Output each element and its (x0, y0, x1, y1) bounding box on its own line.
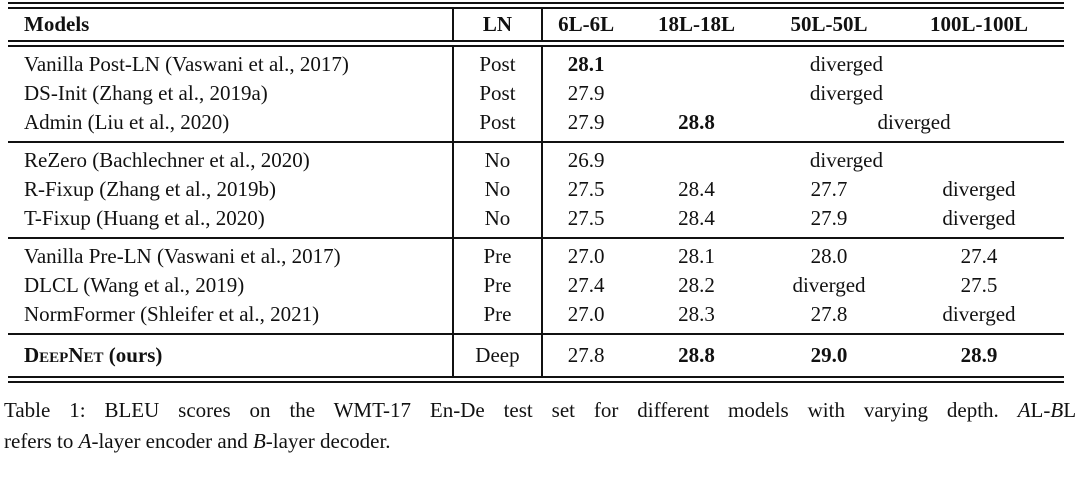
cell-bleu-50l: 27.8 (764, 300, 894, 335)
col-header-models: Models (8, 2, 453, 47)
cell-diverged-span: diverged (809, 148, 883, 172)
col-header-100l-100l: 100L-100L (893, 2, 1064, 47)
caption-text: -layer encoder and (91, 429, 253, 453)
cell-bleu-6l: 27.9 (567, 81, 605, 105)
deepnet-name: DeepNet (24, 343, 104, 367)
cell-ln: Deep (451, 334, 544, 383)
cell-bleu-50l: 29.0 (764, 334, 894, 383)
cell-bleu-6l: 27.8 (542, 334, 629, 383)
cell-model: ReZero (Bachlechner et al., 2020) (24, 148, 310, 172)
group-no-ln: ReZero (Bachlechner et al., 2020) No 26.… (8, 142, 1064, 239)
cell-bleu-18l: 28.3 (628, 300, 765, 335)
table-row: NormFormer (Shleifer et al., 2021) Pre 2… (8, 300, 1064, 335)
cell-model-deepnet: DeepNet (ours) (8, 334, 453, 383)
cell-bleu-6l: 27.5 (567, 177, 605, 201)
caption-var-a: A (1017, 398, 1031, 422)
cell-bleu-50l: 27.7 (810, 177, 848, 201)
cell-model: DS-Init (Zhang et al., 2019a) (24, 81, 268, 105)
group-deepnet: DeepNet (ours) Deep 27.8 28.8 29.0 28.9 (8, 334, 1064, 383)
table-row: DS-Init (Zhang et al., 2019a) Post 27.9 … (8, 79, 1064, 108)
cell-bleu-6l: 27.5 (542, 204, 629, 239)
caption-text: Table 1: BLEU scores on the WMT-17 En-De… (4, 398, 999, 422)
cell-diverged: diverged (893, 300, 1064, 335)
caption-text: L- (1030, 398, 1051, 422)
cell-ln: Post (451, 108, 544, 143)
cell-ln: No (451, 204, 544, 239)
cell-diverged-span: diverged (764, 108, 1064, 143)
group-pre-ln: Vanilla Pre-LN (Vaswani et al., 2017) Pr… (8, 238, 1064, 335)
cell-bleu-6l: 27.9 (542, 108, 629, 143)
cell-ln: Post (451, 79, 544, 108)
cell-diverged: diverged (792, 273, 866, 297)
cell-bleu-6l: 27.0 (542, 300, 629, 335)
cell-ln: Pre (451, 238, 544, 271)
caption-text: L (1063, 398, 1077, 422)
cell-bleu-100l: 28.9 (893, 334, 1064, 383)
caption-var-a: A (78, 429, 92, 453)
cell-bleu-6l: 28.1 (567, 52, 605, 76)
results-table: Models LN 6L-6L 18L-18L 50L-50L 100L-100… (8, 2, 1064, 383)
cell-model: DLCL (Wang et al., 2019) (24, 273, 245, 297)
cell-bleu-18l: 28.1 (678, 244, 715, 268)
cell-bleu-18l: 28.8 (628, 334, 765, 383)
col-header-50l-50l: 50L-50L (764, 2, 894, 47)
cell-ln: Pre (451, 271, 544, 300)
table-row: T-Fixup (Huang et al., 2020) No 27.5 28.… (8, 204, 1064, 239)
table-row: Admin (Liu et al., 2020) Post 27.9 28.8 … (8, 108, 1064, 143)
col-header-18l-18l: 18L-18L (628, 2, 765, 47)
cell-ln: No (451, 175, 544, 204)
cell-bleu-50l: 28.0 (810, 244, 848, 268)
table-header-row: Models LN 6L-6L 18L-18L 50L-50L 100L-100… (8, 2, 1064, 47)
cell-ln: No (451, 142, 544, 175)
deepnet-suffix: (ours) (103, 343, 163, 367)
group-post-ln: Vanilla Post-LN (Vaswani et al., 2017) P… (8, 43, 1064, 143)
cell-model: Vanilla Pre-LN (Vaswani et al., 2017) (24, 244, 341, 268)
cell-bleu-18l: 28.2 (678, 273, 715, 297)
cell-model: T-Fixup (Huang et al., 2020) (8, 204, 453, 239)
cell-bleu-100l: diverged (942, 177, 1016, 201)
cell-bleu-18l: 28.4 (628, 204, 765, 239)
table-row: ReZero (Bachlechner et al., 2020) No 26.… (8, 142, 1064, 175)
cell-ln: Pre (451, 300, 544, 335)
table-header: Models LN 6L-6L 18L-18L 50L-50L 100L-100… (8, 2, 1064, 47)
cell-bleu-100l: diverged (893, 204, 1064, 239)
table-row: DLCL (Wang et al., 2019) Pre 27.4 28.2 d… (8, 271, 1064, 300)
cell-diverged-span: diverged (809, 52, 883, 76)
cell-model: Admin (Liu et al., 2020) (8, 108, 453, 143)
col-header-6l-6l: 6L-6L (542, 2, 629, 47)
caption-line-1: Table 1: BLEU scores on the WMT-17 En-De… (4, 395, 1076, 426)
caption-var-b: B (1050, 398, 1064, 422)
cell-model: NormFormer (Shleifer et al., 2021) (8, 300, 453, 335)
table-row: R-Fixup (Zhang et al., 2019b) No 27.5 28… (8, 175, 1064, 204)
cell-bleu-100l: 27.5 (960, 273, 998, 297)
caption-text: -layer decoder. (265, 429, 391, 453)
caption-var-b: B (252, 429, 266, 453)
cell-bleu-6l: 27.0 (567, 244, 605, 268)
col-header-ln: LN (451, 2, 544, 47)
cell-bleu-18l: 28.4 (678, 177, 715, 201)
cell-bleu-100l: 27.4 (960, 244, 998, 268)
cell-model: R-Fixup (Zhang et al., 2019b) (24, 177, 276, 201)
cell-bleu-6l: 27.4 (567, 273, 605, 297)
cell-diverged-span: diverged (809, 81, 883, 105)
caption-text: refers to (4, 429, 79, 453)
table-row: Vanilla Pre-LN (Vaswani et al., 2017) Pr… (8, 238, 1064, 271)
table-caption: Table 1: BLEU scores on the WMT-17 En-De… (4, 395, 1076, 457)
caption-line-2: refers to A-layer encoder and B-layer de… (4, 426, 1076, 457)
table-row-deepnet: DeepNet (ours) Deep 27.8 28.8 29.0 28.9 (8, 334, 1064, 383)
cell-bleu-50l: 27.9 (764, 204, 894, 239)
cell-model: Vanilla Post-LN (Vaswani et al., 2017) (24, 52, 349, 76)
cell-ln: Post (451, 43, 544, 79)
table-row: Vanilla Post-LN (Vaswani et al., 2017) P… (8, 43, 1064, 79)
cell-bleu-18l: 28.8 (628, 108, 765, 143)
cell-bleu-6l: 26.9 (567, 148, 605, 172)
